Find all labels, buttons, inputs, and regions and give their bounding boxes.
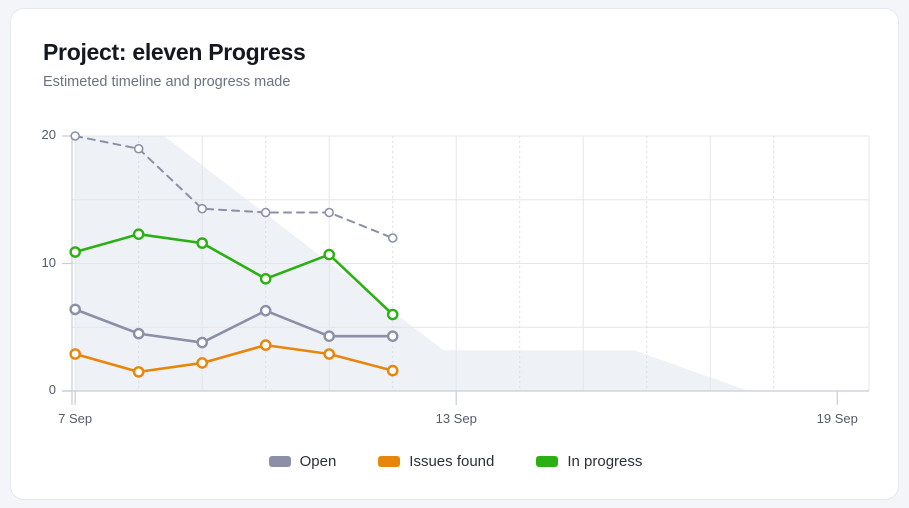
data-point-open[interactable] [259, 304, 272, 317]
data-point-in-progress[interactable] [386, 308, 399, 321]
data-point-in-progress[interactable] [259, 272, 272, 285]
data-point-in-progress[interactable] [132, 228, 145, 240]
legend-label: In progress [567, 453, 643, 470]
y-axis-tick-label: 0 [48, 382, 56, 397]
data-point-in-progress[interactable] [196, 237, 208, 249]
x-axis-tick-label: 13 Sep [435, 411, 477, 426]
data-point-in-progress[interactable] [323, 248, 335, 261]
legend-label: Issues found [409, 453, 495, 470]
data-point-open[interactable] [69, 303, 81, 316]
y-axis-tick-label: 20 [41, 127, 56, 142]
data-point-issues-found[interactable] [132, 366, 145, 378]
page-title: Project: eleven Progress [43, 39, 306, 65]
data-point-ideal-remaining[interactable] [197, 203, 207, 214]
series-line-ideal-remaining [74, 135, 394, 239]
chart-plot-area: 0 10 20 7 Sep 13 Sep 19 Sep [11, 9, 898, 499]
chart-card: Project: eleven Progress Estimeted timel… [10, 8, 899, 500]
data-point-in-progress[interactable] [69, 246, 81, 258]
data-point-issues-found[interactable] [386, 364, 399, 377]
legend-swatch-icon [536, 456, 559, 467]
x-axis-tick-label: 7 Sep [58, 411, 93, 426]
data-point-ideal-remaining[interactable] [133, 143, 144, 154]
data-point-issues-found[interactable] [69, 348, 81, 360]
data-point-ideal-remaining[interactable] [70, 131, 80, 141]
data-point-issues-found[interactable] [323, 348, 335, 360]
chart-legend: Open Issues found In progress [11, 453, 898, 470]
legend-item-in-progress[interactable]: In progress [536, 453, 642, 470]
page-subtitle: Estimeted timeline and progress made [43, 74, 291, 90]
y-axis-tick-label: 10 [41, 254, 56, 270]
data-point-open[interactable] [386, 330, 399, 342]
x-axis-tick-label: 19 Sep [816, 411, 858, 426]
data-point-open[interactable] [196, 336, 208, 349]
series-line-in-progress [73, 232, 395, 316]
line-chart [62, 131, 870, 405]
legend-swatch-icon [268, 456, 291, 467]
legend-item-open[interactable]: Open [268, 453, 337, 470]
legend-swatch-icon [378, 456, 401, 467]
data-point-ideal-remaining[interactable] [324, 207, 334, 218]
legend-label: Open [299, 453, 337, 470]
legend-item-issues-found[interactable]: Issues found [378, 453, 494, 470]
data-point-open[interactable] [323, 330, 335, 342]
data-point-issues-found[interactable] [259, 339, 272, 351]
data-point-ideal-remaining[interactable] [260, 207, 271, 218]
data-point-ideal-remaining[interactable] [387, 233, 398, 243]
series-line-open [73, 308, 395, 344]
series-line-issues-found [73, 343, 395, 374]
data-point-open[interactable] [132, 327, 145, 340]
data-point-issues-found[interactable] [196, 357, 208, 369]
